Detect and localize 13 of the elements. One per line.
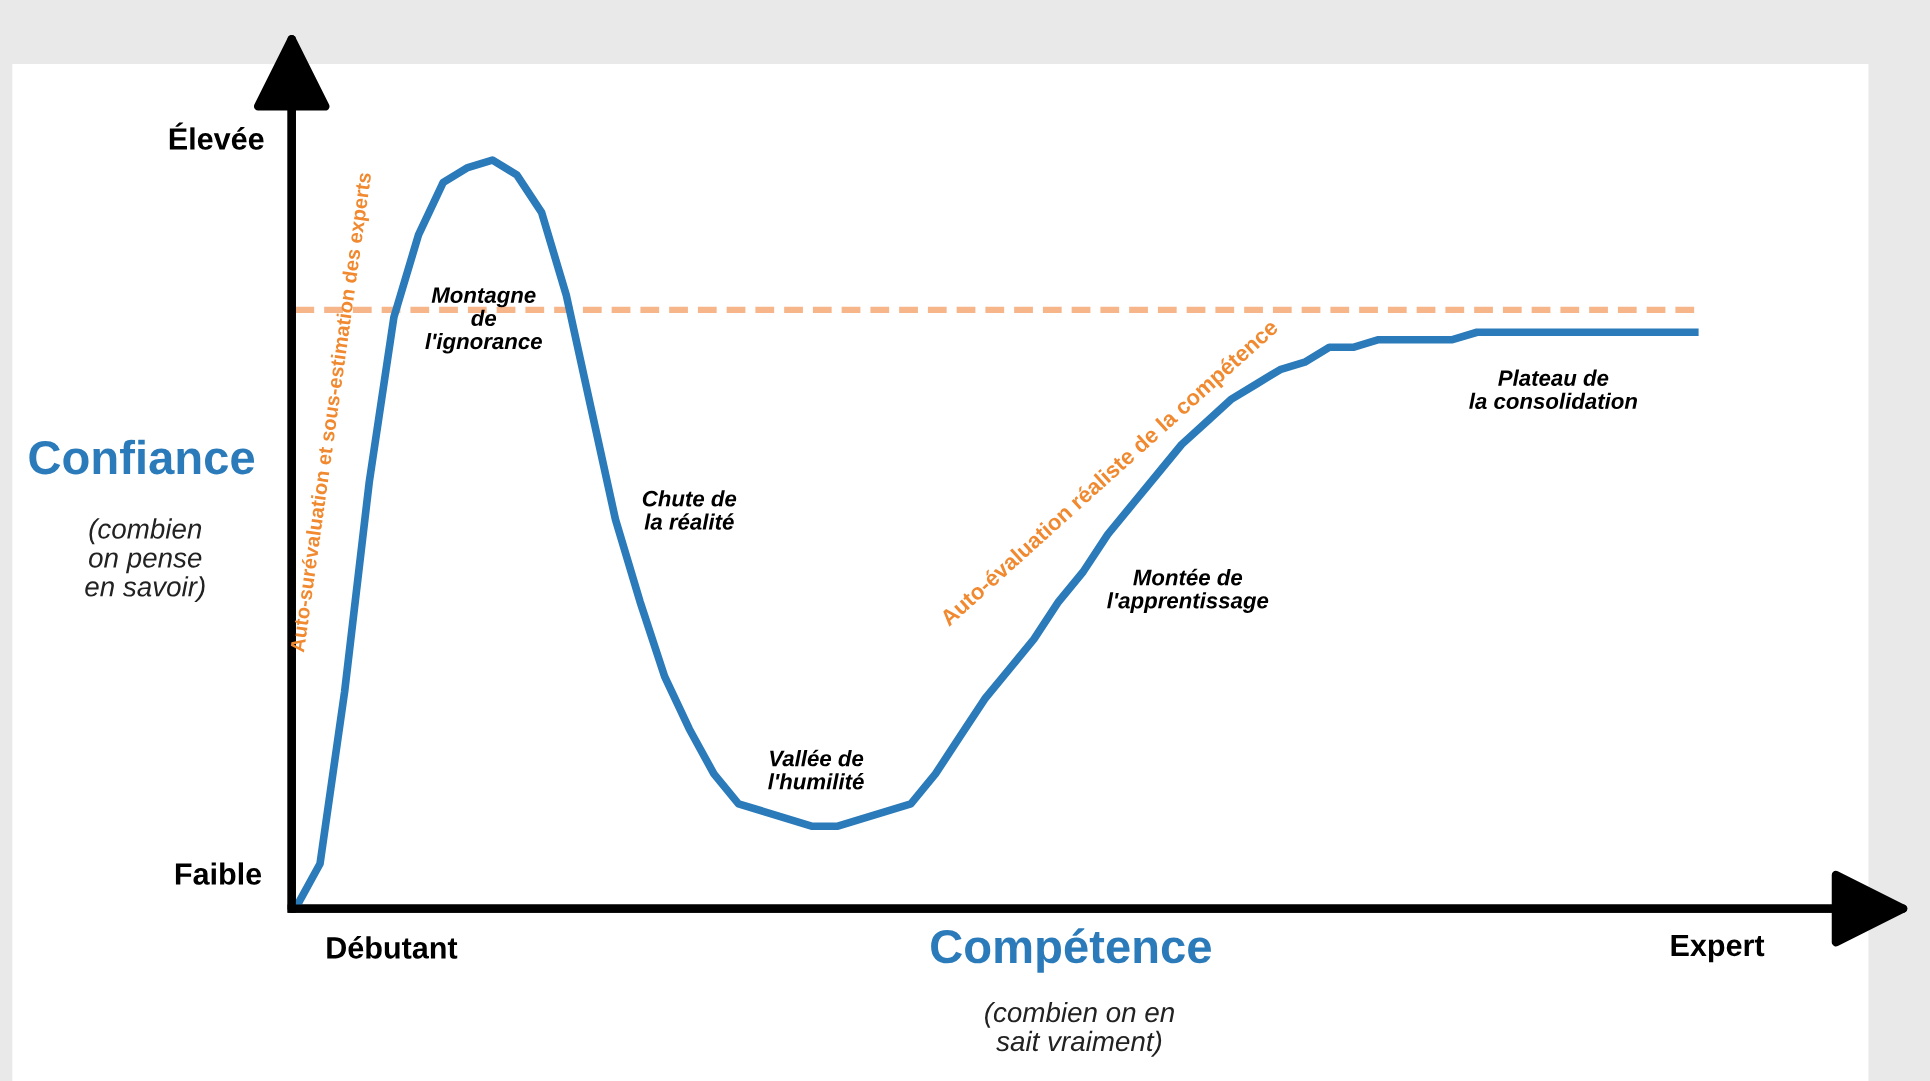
text: Faible xyxy=(175,862,262,885)
annotation: Vallée de l'humilité xyxy=(768,749,864,790)
annotation: Chute de la réalité xyxy=(642,490,737,530)
text: Élevée xyxy=(169,122,264,150)
y-axis-title: Confiance xyxy=(29,439,255,475)
annotation: Montagne de l'ignorance xyxy=(425,287,542,354)
annotation: Montée de l'apprentissage xyxy=(1107,568,1269,613)
text: Expert xyxy=(1671,934,1765,963)
text: (combien on pense en savoir) xyxy=(85,518,205,603)
annotation: Plateau de la consolidation xyxy=(1469,369,1638,410)
text: (combien on en sait vraiment) xyxy=(985,1001,1174,1057)
text: Débutant xyxy=(327,935,458,959)
x-axis-title: Compétence xyxy=(931,928,1211,973)
